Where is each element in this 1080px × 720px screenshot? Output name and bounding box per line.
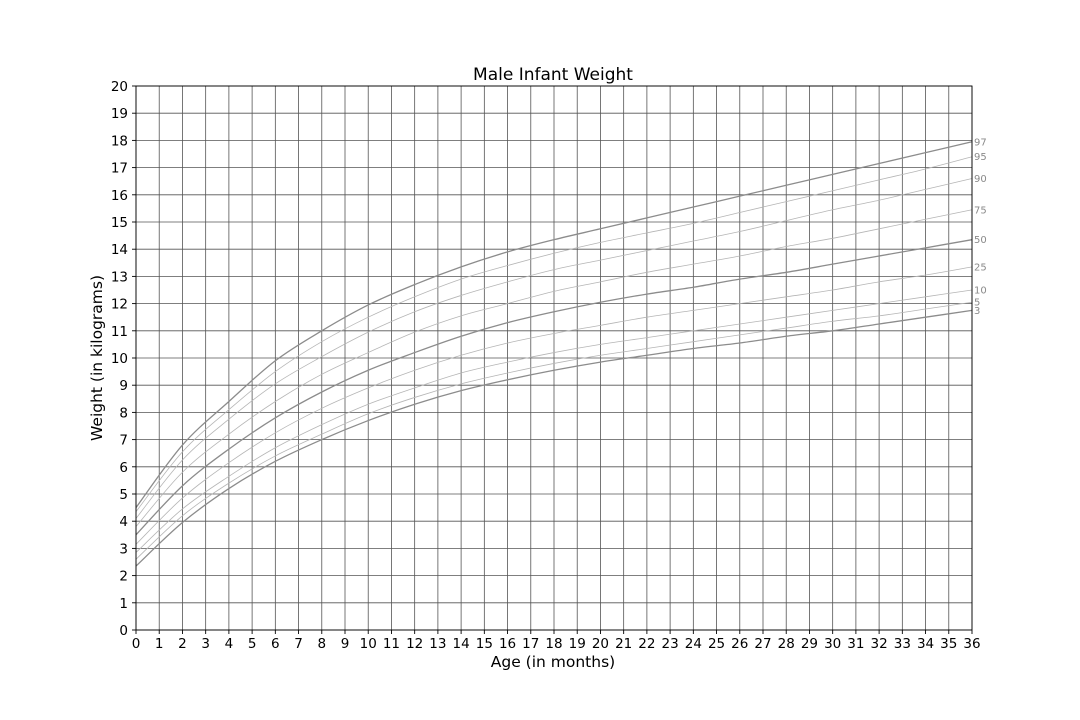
percentile-3-curve (135, 309, 973, 567)
x-tick-label: 29 (801, 636, 818, 652)
x-tick-label: 1 (155, 636, 164, 652)
x-tick-label: 31 (847, 636, 864, 652)
y-tick-label: 10 (111, 351, 128, 367)
x-tick-label: 2 (178, 636, 187, 652)
x-tick-label: 8 (317, 636, 326, 652)
percentile-95-curve (135, 156, 973, 512)
x-tick-label: 16 (499, 636, 516, 652)
y-tick-label: 9 (119, 378, 128, 394)
percentile-curves (135, 141, 973, 567)
x-axis-label: Age (in months) (491, 653, 615, 671)
y-tick-label: 6 (119, 460, 128, 476)
percentile-50-label: 50 (974, 235, 987, 246)
y-tick-label: 4 (119, 514, 128, 530)
x-axis: 0 1 2 3 4 5 6 7 8 9 10 11 12 13 14 15 16 17 18 19 20 21 22 23 24… (132, 630, 981, 652)
percentile-3-label: 3 (974, 306, 980, 317)
y-tick-label: 7 (119, 433, 128, 449)
percentile-97-curve (135, 141, 973, 508)
percentile-5-label: 5 (974, 298, 980, 309)
x-tick-label: 25 (708, 636, 725, 652)
x-tick-label: 9 (341, 636, 350, 652)
x-tick-label: 22 (638, 636, 655, 652)
chart-title: Male Infant Weight (473, 65, 633, 85)
y-tick-label: 13 (111, 269, 128, 285)
y-axis-label: Weight (in kilograms) (88, 275, 106, 441)
x-tick-label: 18 (545, 636, 562, 652)
x-tick-label: 21 (615, 636, 632, 652)
x-tick-label: 20 (592, 636, 609, 652)
percentile-75-curve (135, 209, 973, 527)
x-tick-label: 24 (685, 636, 702, 652)
y-tick-label: 18 (111, 133, 128, 149)
x-tick-label: 36 (963, 636, 980, 652)
x-tick-label: 4 (225, 636, 234, 652)
y-tick-label: 12 (111, 297, 128, 313)
y-tick-label: 16 (111, 188, 128, 204)
x-tick-label: 33 (894, 636, 911, 652)
x-tick-label: 11 (383, 636, 400, 652)
x-tick-label: 15 (476, 636, 493, 652)
percentile-25-label: 25 (974, 262, 987, 273)
x-tick-label: 23 (662, 636, 679, 652)
x-tick-label: 7 (294, 636, 303, 652)
percentile-75-label: 75 (974, 205, 987, 216)
x-tick-label: 17 (522, 636, 539, 652)
x-tick-label: 35 (940, 636, 957, 652)
x-tick-label: 13 (429, 636, 446, 652)
percentile-25-curve (135, 266, 973, 545)
percentile-97-label: 97 (974, 137, 987, 148)
percentile-10-label: 10 (974, 286, 987, 297)
y-tick-label: 17 (111, 161, 128, 177)
y-tick-label: 14 (111, 242, 128, 258)
x-tick-label: 5 (248, 636, 257, 652)
x-tick-label: 10 (360, 636, 377, 652)
percentile-10-curve (135, 289, 973, 553)
grid-lines (135, 85, 973, 631)
y-tick-label: 19 (111, 106, 128, 122)
percentile-50-curve (135, 239, 973, 536)
x-tick-label: 32 (871, 636, 888, 652)
y-tick-label: 1 (119, 596, 128, 612)
y-tick-label: 20 (111, 79, 128, 95)
x-tick-label: 0 (132, 636, 141, 652)
x-tick-label: 34 (917, 636, 934, 652)
y-tick-label: 15 (111, 215, 128, 231)
percentile-5-curve (135, 301, 973, 560)
x-tick-label: 30 (824, 636, 841, 652)
percentile-90-label: 90 (974, 174, 987, 185)
y-tick-label: 2 (119, 569, 128, 585)
x-tick-label: 14 (453, 636, 470, 652)
x-tick-label: 28 (778, 636, 795, 652)
x-tick-label: 27 (754, 636, 771, 652)
y-tick-label: 0 (119, 623, 128, 639)
y-tick-label: 11 (111, 324, 128, 340)
x-tick-label: 19 (569, 636, 586, 652)
x-tick-label: 3 (201, 636, 210, 652)
x-tick-label: 26 (731, 636, 748, 652)
percentile-90-curve (135, 178, 973, 519)
x-tick-label: 6 (271, 636, 280, 652)
y-tick-label: 3 (119, 541, 128, 557)
percentile-95-label: 95 (974, 152, 987, 163)
y-tick-label: 8 (119, 405, 128, 421)
x-tick-label: 12 (406, 636, 423, 652)
y-tick-label: 5 (119, 487, 128, 503)
